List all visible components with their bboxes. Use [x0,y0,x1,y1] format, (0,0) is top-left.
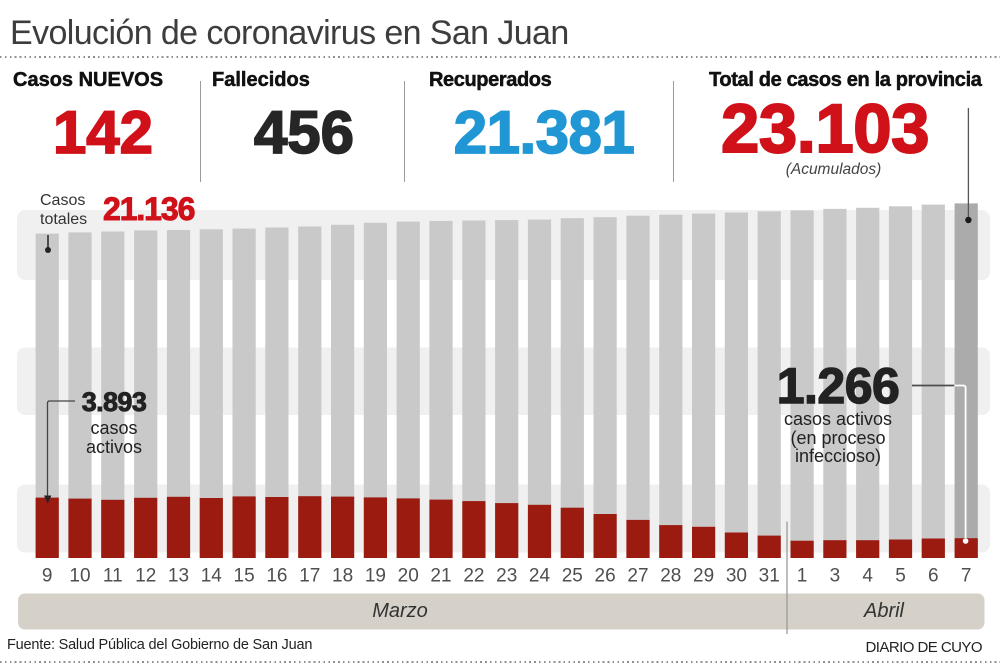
svg-text:27: 27 [627,566,648,587]
svg-text:Abril: Abril [863,600,905,622]
svg-text:18: 18 [332,566,353,587]
svg-text:14: 14 [201,566,223,587]
svg-text:Marzo: Marzo [372,600,428,622]
svg-text:13: 13 [168,566,189,587]
svg-text:7: 7 [961,566,972,587]
svg-text:29: 29 [693,566,714,587]
svg-text:15: 15 [234,566,255,587]
svg-text:10: 10 [69,566,90,587]
svg-text:9: 9 [42,566,53,587]
svg-text:24: 24 [529,566,551,587]
svg-text:4: 4 [862,566,873,587]
svg-text:20: 20 [398,566,419,587]
svg-text:22: 22 [463,566,484,587]
svg-text:28: 28 [660,566,681,587]
svg-text:21: 21 [430,566,451,587]
svg-text:19: 19 [365,566,386,587]
svg-text:12: 12 [135,566,156,587]
svg-text:6: 6 [928,566,939,587]
svg-text:3: 3 [830,566,841,587]
svg-text:16: 16 [266,566,287,587]
svg-text:5: 5 [895,566,906,587]
svg-text:26: 26 [595,566,616,587]
svg-text:31: 31 [759,566,780,587]
svg-text:1: 1 [797,566,808,587]
svg-text:23: 23 [496,566,517,587]
svg-text:17: 17 [299,566,320,587]
svg-text:25: 25 [562,566,583,587]
svg-text:11: 11 [103,566,123,587]
svg-text:30: 30 [726,566,747,587]
